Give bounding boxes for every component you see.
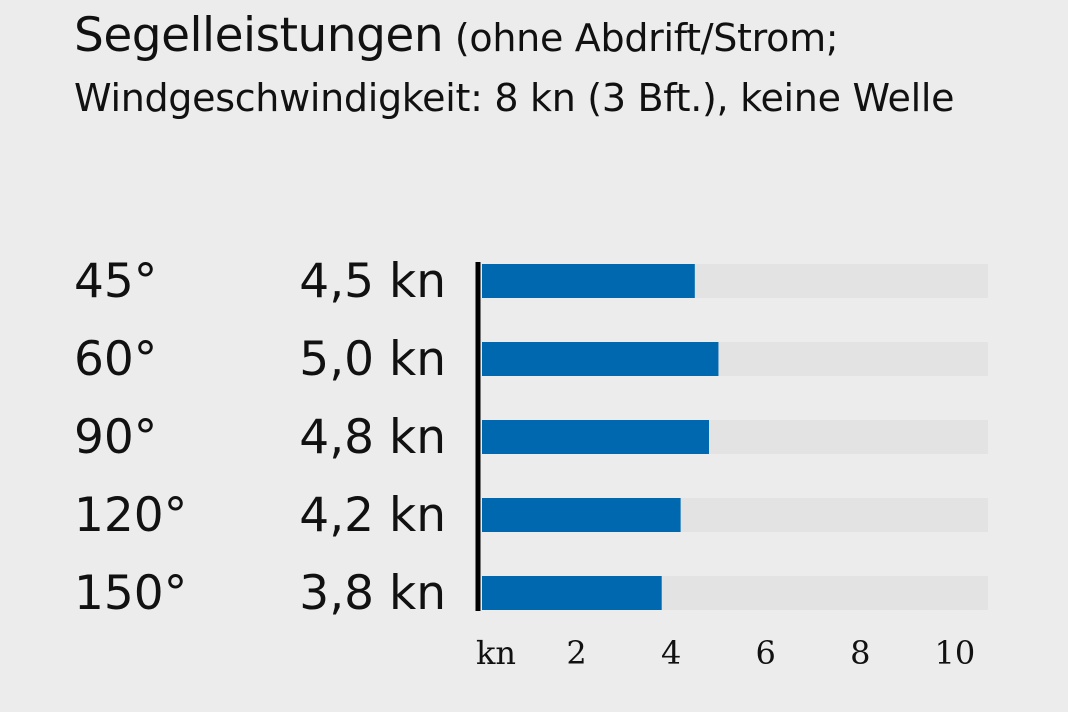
value-label: 4,8 kn xyxy=(299,410,446,465)
bar-0 xyxy=(482,264,695,298)
category-label: 120° xyxy=(74,488,187,543)
value-label: 3,8 kn xyxy=(299,566,446,621)
x-axis-unit-label: kn xyxy=(476,634,516,672)
bar-4 xyxy=(482,576,662,610)
category-label: 150° xyxy=(74,566,187,621)
chart-title: Segelleistungen xyxy=(74,8,444,63)
category-label: 90° xyxy=(74,410,157,465)
bar-1 xyxy=(482,342,719,376)
x-tick-label: 10 xyxy=(935,634,976,672)
bar-3 xyxy=(482,498,681,532)
value-label: 4,5 kn xyxy=(299,254,446,309)
x-tick-label: 6 xyxy=(756,634,776,672)
category-label: 60° xyxy=(74,332,157,387)
x-tick-label: 2 xyxy=(566,634,586,672)
category-label: 45° xyxy=(74,254,157,309)
chart-title-block: Segelleistungen (ohne Abdrift/Strom; Win… xyxy=(74,6,1034,128)
x-tick-label: 4 xyxy=(661,634,681,672)
x-tick-label: 8 xyxy=(850,634,870,672)
chart-subtitle: (ohne Abdrift/Strom; Windgeschwindigkeit… xyxy=(74,16,955,120)
value-label: 5,0 kn xyxy=(299,332,446,387)
value-label: 4,2 kn xyxy=(299,488,446,543)
bar-2 xyxy=(482,420,709,454)
